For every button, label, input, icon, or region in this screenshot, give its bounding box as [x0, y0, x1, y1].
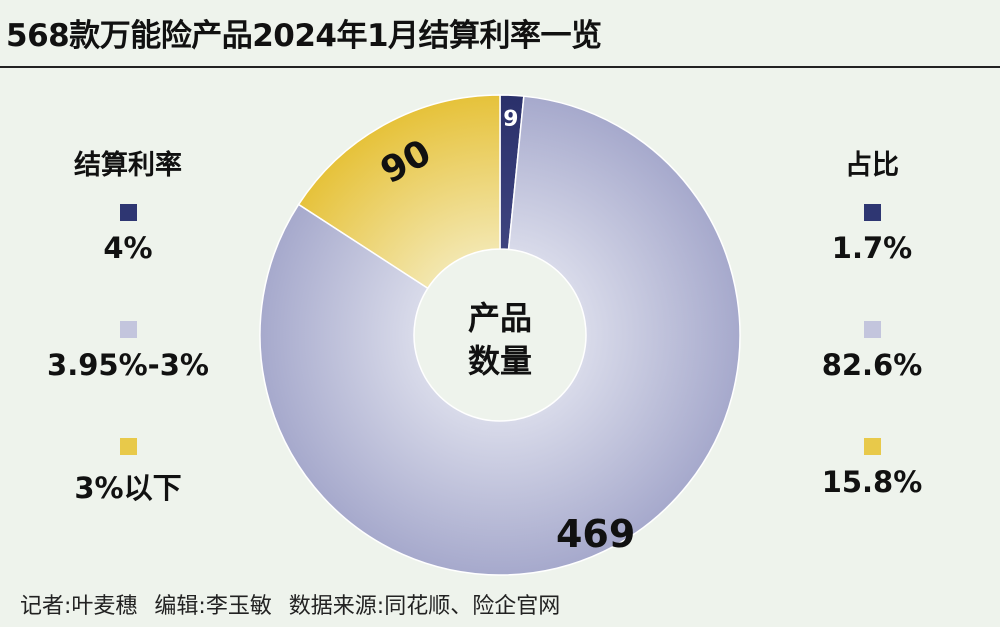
- legend-rate-label: 4%: [103, 231, 153, 265]
- legend-shares: 占比 1.7% 82.6% 15.8%: [762, 150, 982, 549]
- legend-swatch: [863, 438, 881, 455]
- legend-share-item: 1.7%: [762, 204, 982, 315]
- legend-share-item: 82.6%: [762, 321, 982, 432]
- legend-swatch: [863, 321, 881, 338]
- center-label-line-2: 数量: [468, 342, 532, 380]
- title-divider: [0, 66, 1000, 68]
- legend-swatch: [119, 438, 137, 455]
- pie-slice: [259, 95, 741, 576]
- center-label: 产品 数量: [468, 299, 532, 380]
- credits-footer: 记者:叶麦穗 编辑:李玉敏 数据来源:同花顺、险企官网: [20, 594, 561, 619]
- legend-swatch: [863, 204, 881, 221]
- legend-rate-item: 3%以下: [18, 438, 238, 549]
- pie-value-label: 9: [502, 106, 519, 132]
- legend-rates-header: 结算利率: [74, 150, 182, 181]
- legend-share-value: 82.6%: [821, 348, 923, 382]
- legend-share-item: 15.8%: [762, 438, 982, 549]
- legend-rate-item: 3.95%-3%: [18, 321, 238, 432]
- legend-shares-header: 占比: [845, 150, 899, 181]
- legend-rate-label: 3.95%-3%: [47, 348, 209, 382]
- legend-share-value: 15.8%: [821, 465, 923, 499]
- pie-value-label: 469: [556, 512, 635, 556]
- pie-slices: [259, 94, 741, 576]
- legend-share-value: 1.7%: [831, 231, 913, 265]
- legend-rate-label: 3%以下: [74, 471, 182, 505]
- legend-swatch: [119, 204, 137, 221]
- center-label-line-1: 产品: [468, 299, 532, 337]
- legend-swatch: [119, 321, 137, 338]
- legend-rates: 结算利率 4% 3.95%-3% 3%以下: [18, 150, 238, 549]
- pie-slice: [297, 94, 501, 290]
- legend-rate-item: 4%: [18, 204, 238, 315]
- chart-title: 568款万能险产品2024年1月结算利率一览: [6, 18, 602, 54]
